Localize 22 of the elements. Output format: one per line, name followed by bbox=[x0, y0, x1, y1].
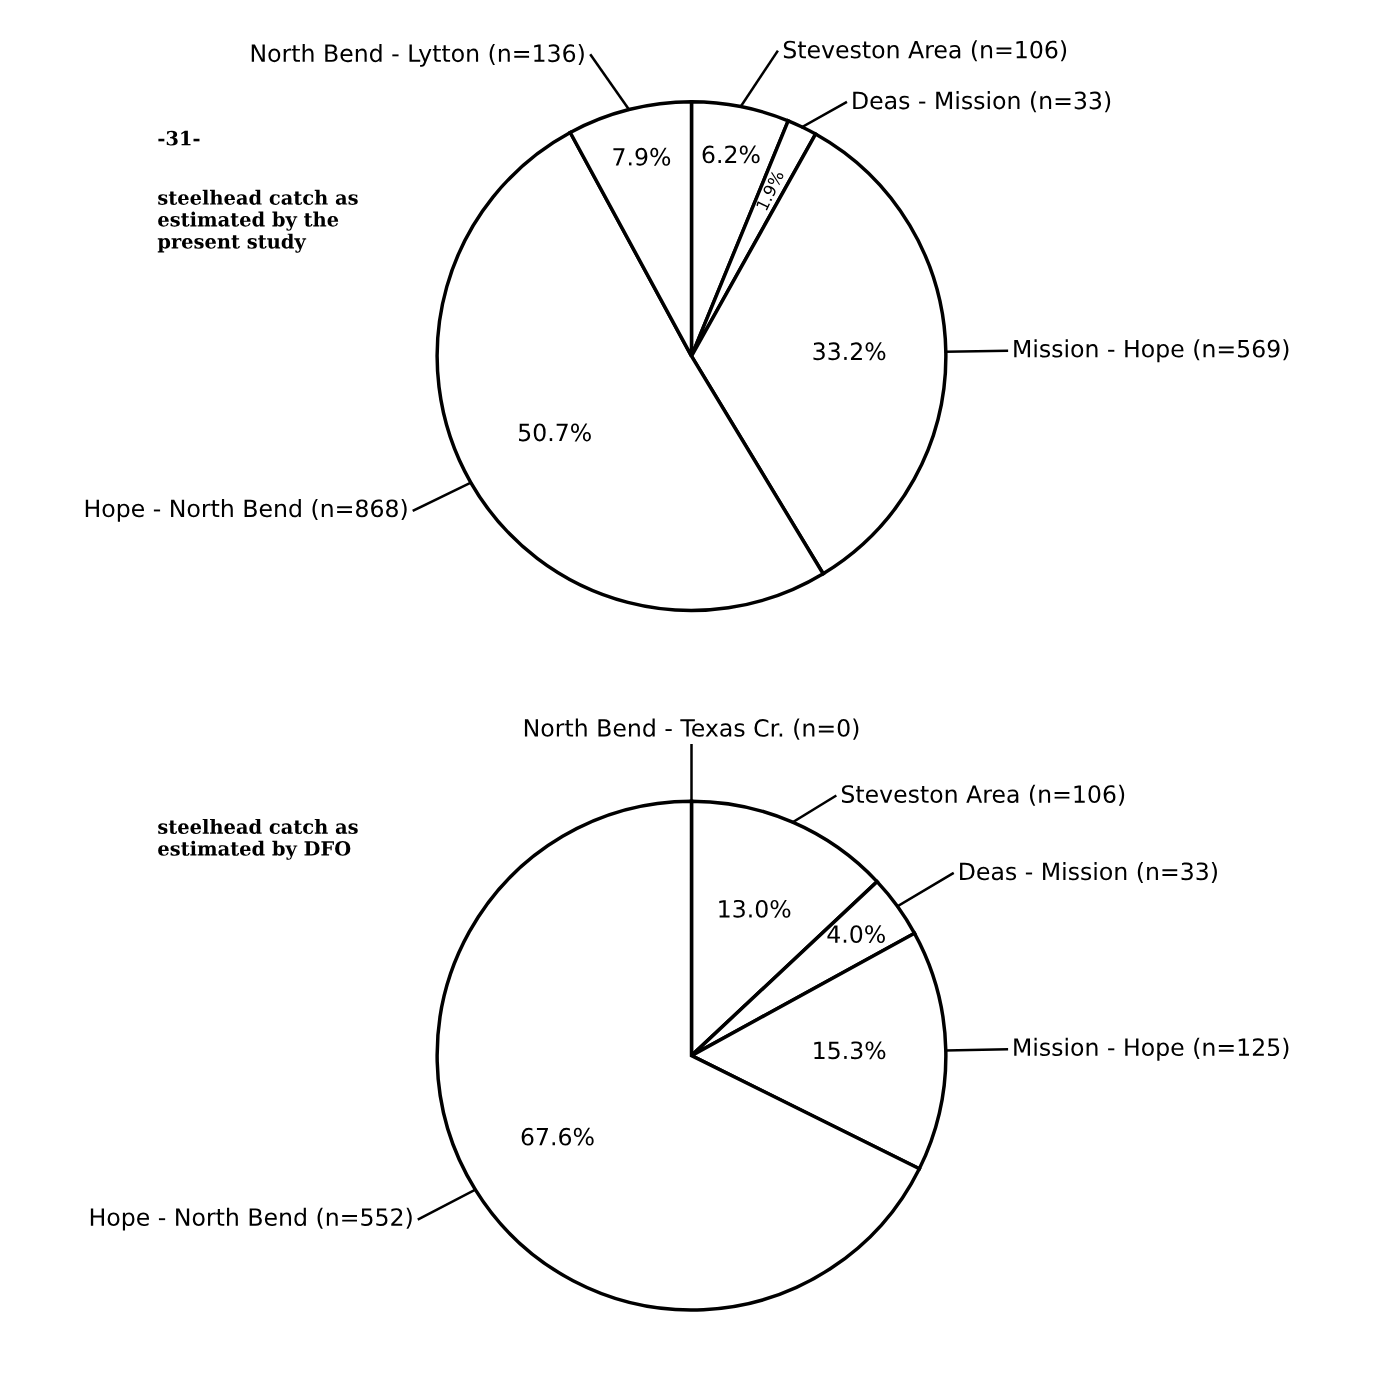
slice-label: Steveston Area (n=106) bbox=[783, 40, 1067, 62]
data-label: 1.9% bbox=[755, 169, 785, 211]
category-label: North Bend - Texas Cr. (n=0) bbox=[524, 718, 859, 740]
slice-label: Deas - Mission (n=33) bbox=[853, 91, 1111, 113]
slice-label: Deas - Mission (n=33) bbox=[960, 862, 1217, 884]
text: steelhead catch as estimated by the present study bbox=[157, 189, 358, 253]
data-label: 7.9% bbox=[613, 147, 671, 166]
data-label: 67.6% bbox=[521, 1127, 594, 1146]
slice-label: Hope - North Bend (n=868) bbox=[85, 499, 407, 522]
data-label: 50.7% bbox=[519, 423, 591, 442]
data-label: 33.2% bbox=[813, 342, 886, 361]
data-label: 4.0% bbox=[827, 925, 885, 944]
text: -31- bbox=[158, 130, 200, 146]
data-label: 6.2% bbox=[702, 145, 760, 164]
data-label: 13.0% bbox=[719, 899, 791, 918]
slice-label: Steveston Area (n=106) bbox=[841, 784, 1125, 806]
slice-label: Hope - North Bend (n=552) bbox=[90, 1207, 412, 1231]
slice-label: Mission - Hope (n=125) bbox=[1014, 1037, 1289, 1061]
text: steelhead catch as estimated by DFO bbox=[158, 818, 358, 860]
data-label: 15.3% bbox=[814, 1041, 886, 1060]
slice-label: North Bend - Lytton (n=136) bbox=[251, 43, 584, 67]
slice-label: Mission - Hope (n=569) bbox=[1014, 339, 1289, 363]
